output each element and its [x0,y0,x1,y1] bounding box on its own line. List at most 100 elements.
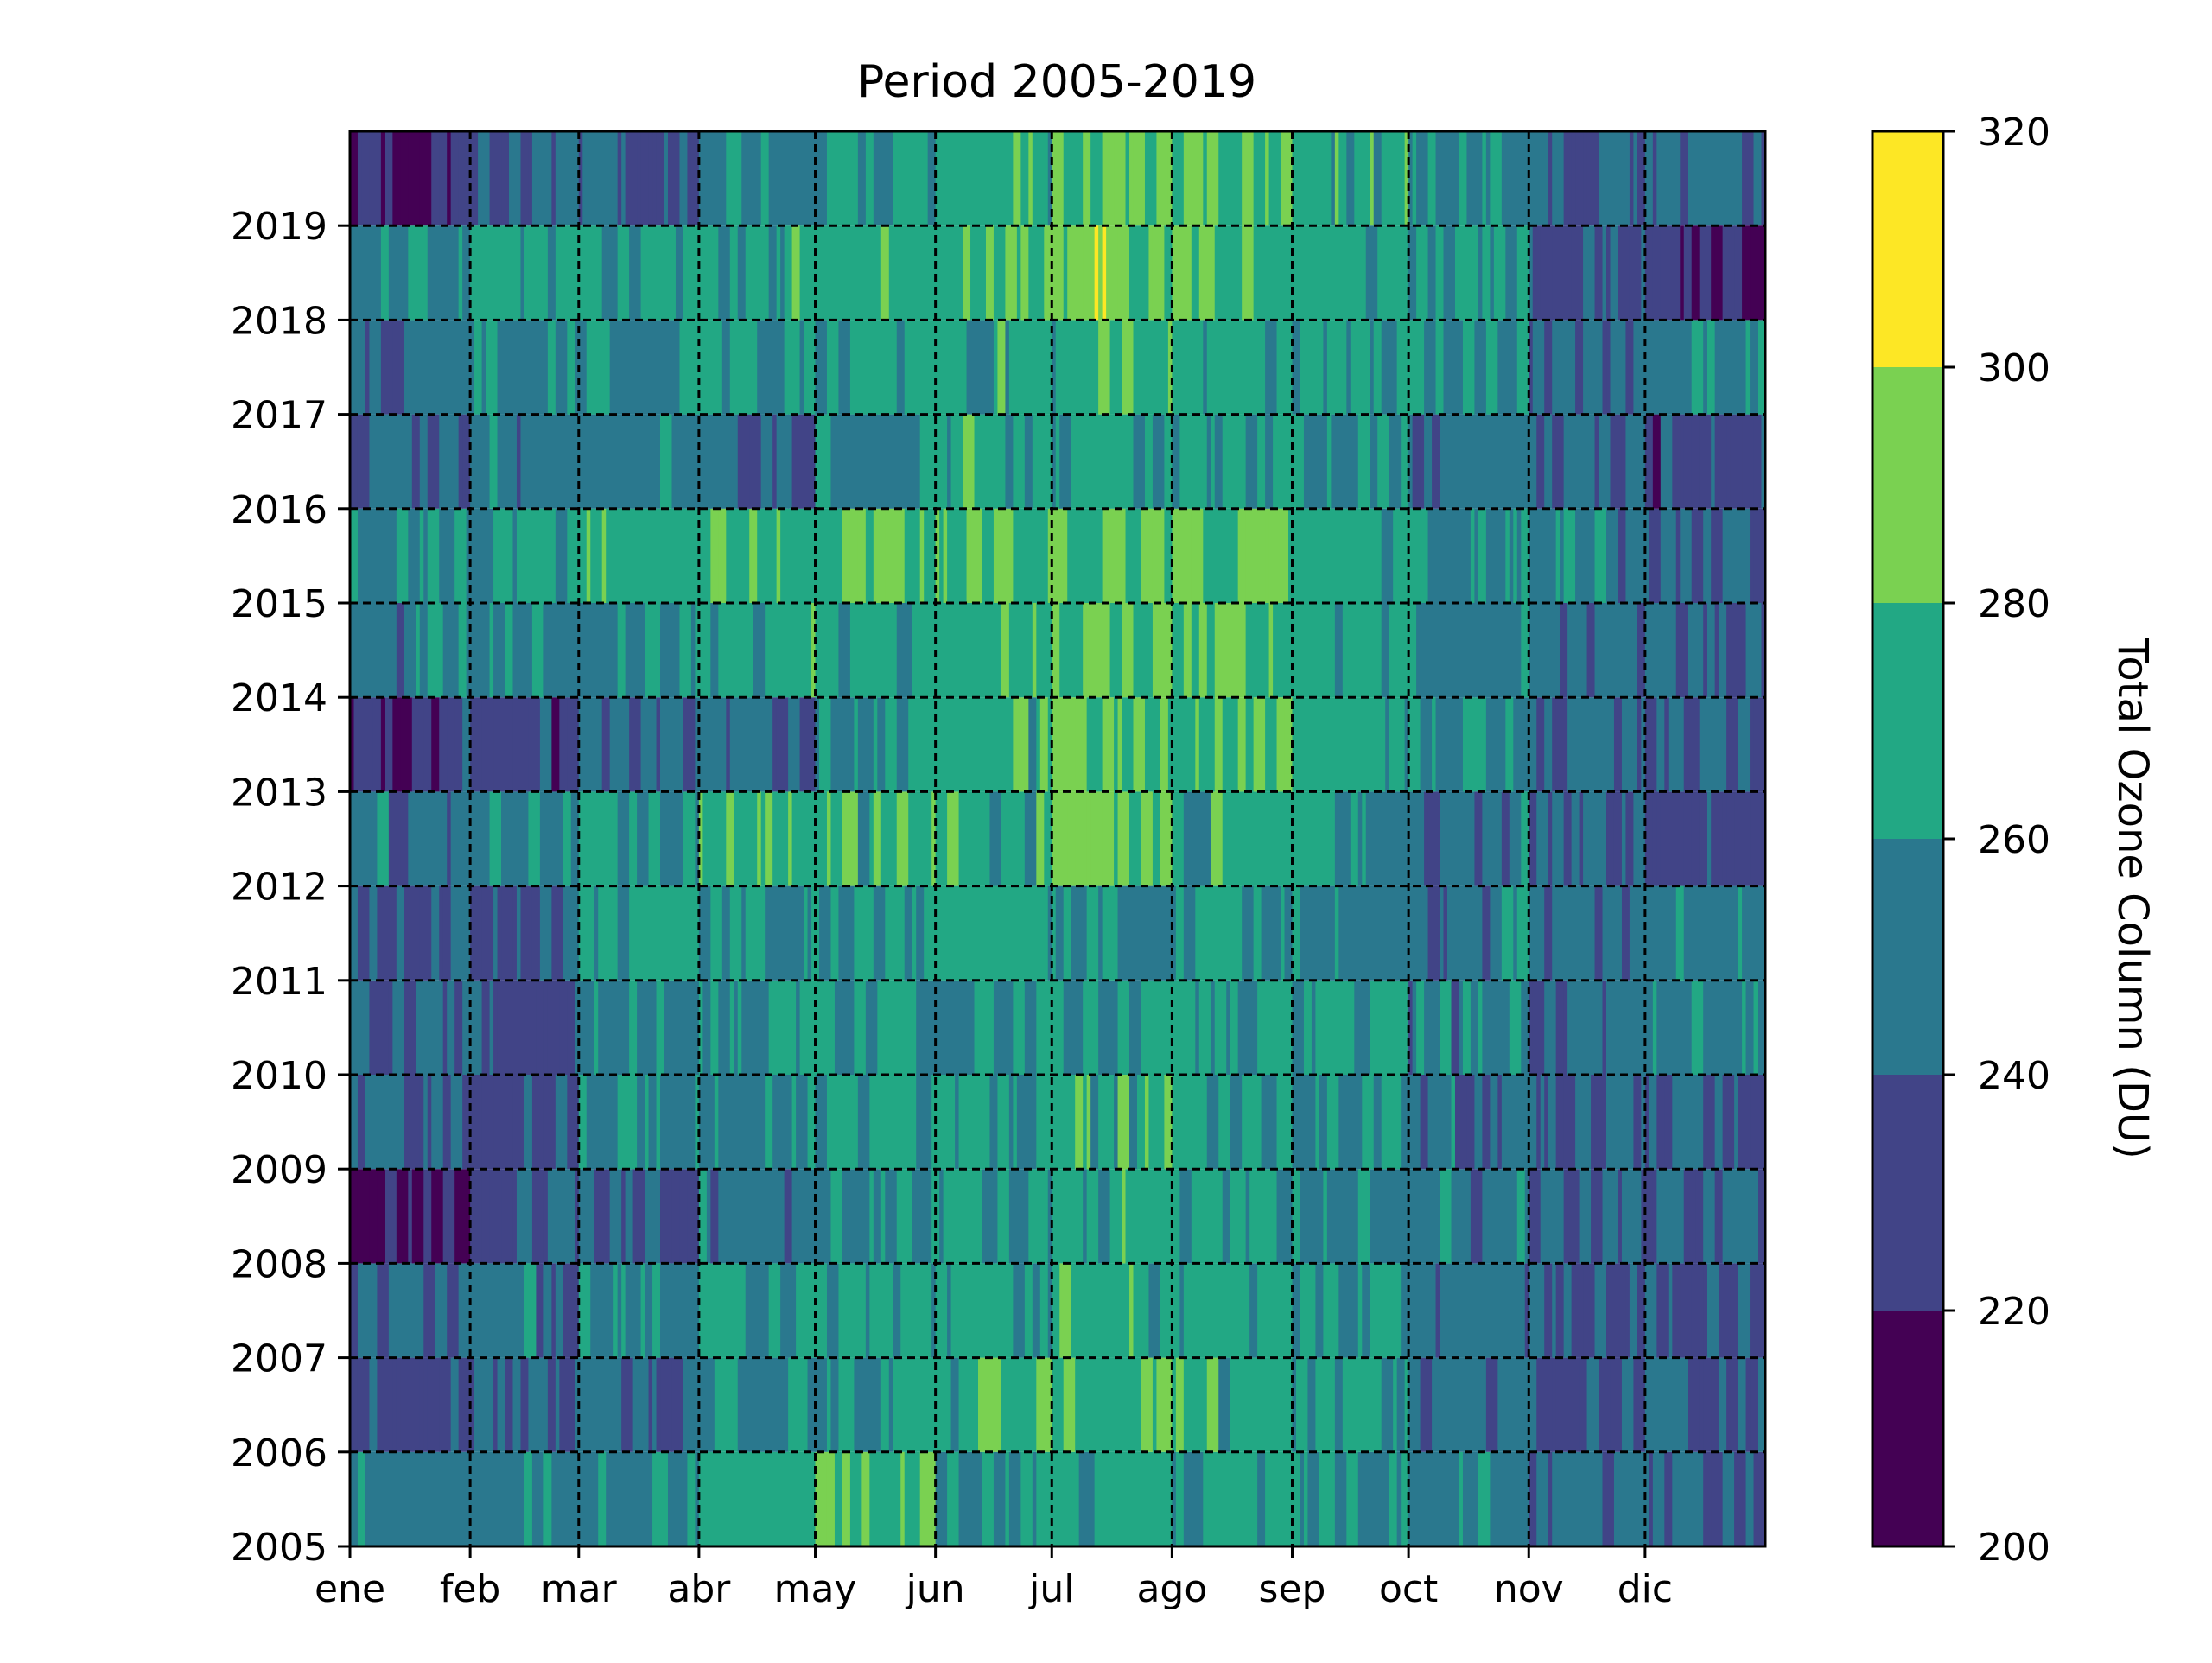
heatmap-cell [1730,508,1739,603]
heatmap-cell [935,885,948,981]
heatmap-cell [660,603,669,698]
heatmap-cell [447,225,460,321]
heatmap-cell [439,1357,452,1452]
heatmap-cell [1734,320,1747,415]
heatmap-cell [1505,225,1518,321]
heatmap-cell [1726,131,1735,226]
heatmap-cell [450,131,460,226]
heatmap-cell [958,131,971,226]
heatmap-cell [1036,885,1049,981]
heatmap-cell [963,1263,971,1358]
heatmap-cell [365,603,374,698]
heatmap-cell [1377,1451,1386,1546]
heatmap-cell [753,320,758,415]
heatmap-cell [1365,885,1378,981]
heatmap-cell [454,603,460,698]
heatmap-cell [1133,1451,1142,1546]
heatmap-cell [799,508,809,603]
heatmap-cell [819,885,832,981]
heatmap-cell [1621,697,1627,792]
heatmap-cell [1172,1075,1180,1170]
heatmap-cell [1191,1169,1204,1264]
heatmap-cell [1618,508,1627,603]
heatmap-cell [1695,885,1704,981]
heatmap-cell [648,1357,653,1452]
heatmap-cell [1691,1451,1704,1546]
heatmap-cell [671,1357,684,1452]
heatmap-cell [1203,131,1208,226]
heatmap-cell [729,1169,742,1264]
heatmap-cell [1401,1169,1409,1264]
heatmap-cell [1393,603,1406,698]
heatmap-cell [904,1263,913,1358]
heatmap-cell [815,603,828,698]
colorbar-segment [1872,131,1943,367]
heatmap-cell [1552,1169,1565,1264]
heatmap-cell [869,1169,874,1264]
heatmap-cell [869,697,874,792]
heatmap-cell [1691,1263,1704,1358]
heatmap-cell [1621,1169,1635,1264]
heatmap-cell [458,414,463,509]
heatmap-cell [1432,414,1440,509]
heatmap-cell [1005,225,1018,321]
heatmap-cell [698,225,708,321]
heatmap-cell [1122,1357,1130,1452]
heatmap-cell [1738,791,1751,886]
heatmap-cell [904,1357,913,1452]
heatmap-cell [1408,1357,1417,1452]
heatmap-cell [1230,1169,1239,1264]
heatmap-cell [419,414,424,509]
heatmap-cell [1474,697,1487,792]
heatmap-cell [702,791,715,886]
heatmap-cell [737,697,750,792]
heatmap-cell [1218,1263,1224,1358]
heatmap-cell [601,508,607,603]
heatmap-cell [1020,225,1029,321]
heatmap-cell [1404,414,1409,509]
heatmap-cell [350,225,363,321]
heatmap-cell [1001,603,1010,698]
heatmap-cell [849,508,859,603]
heatmap-cell [985,1169,995,1264]
heatmap-cell [1459,1451,1464,1546]
heatmap-cell [524,508,537,603]
heatmap-cell [1563,131,1573,226]
heatmap-cell [1644,414,1649,509]
heatmap-cell [1699,791,1708,886]
heatmap-cell [486,1357,494,1452]
heatmap-cell [1691,791,1700,886]
heatmap-cell [1300,320,1313,415]
heatmap-cell [1334,603,1344,698]
heatmap-cell [776,603,789,698]
heatmap-cell [601,1263,614,1358]
heatmap-cell [377,414,390,509]
heatmap-cell [1660,603,1665,698]
heatmap-cell [637,508,650,603]
heatmap-cell [1144,414,1154,509]
heatmap-cell [1346,1169,1359,1264]
heatmap-cell [1109,1169,1122,1264]
heatmap-cell [1370,131,1375,226]
heatmap-cell [1319,414,1328,509]
heatmap-cell [912,1263,925,1358]
heatmap-cell [838,885,851,981]
heatmap-cell [1610,320,1615,415]
heatmap-cell [629,225,634,321]
heatmap-cell [1342,603,1351,698]
heatmap-cell [1315,414,1320,509]
heatmap-cell [365,320,371,415]
heatmap-row-2008 [350,1169,1766,1264]
heatmap-cell [1160,697,1169,792]
heatmap-cell [1649,1075,1657,1170]
heatmap-cell [369,225,382,321]
heatmap-cell [1381,791,1390,886]
heatmap-cell [1117,980,1130,1075]
heatmap-cell [1008,320,1021,415]
heatmap-cell [617,320,626,415]
heatmap-cell [1052,697,1057,792]
heatmap-cell [760,414,773,509]
heatmap-cell [380,1357,393,1452]
heatmap-cell [1664,603,1673,698]
heatmap-cell [1490,1451,1498,1546]
